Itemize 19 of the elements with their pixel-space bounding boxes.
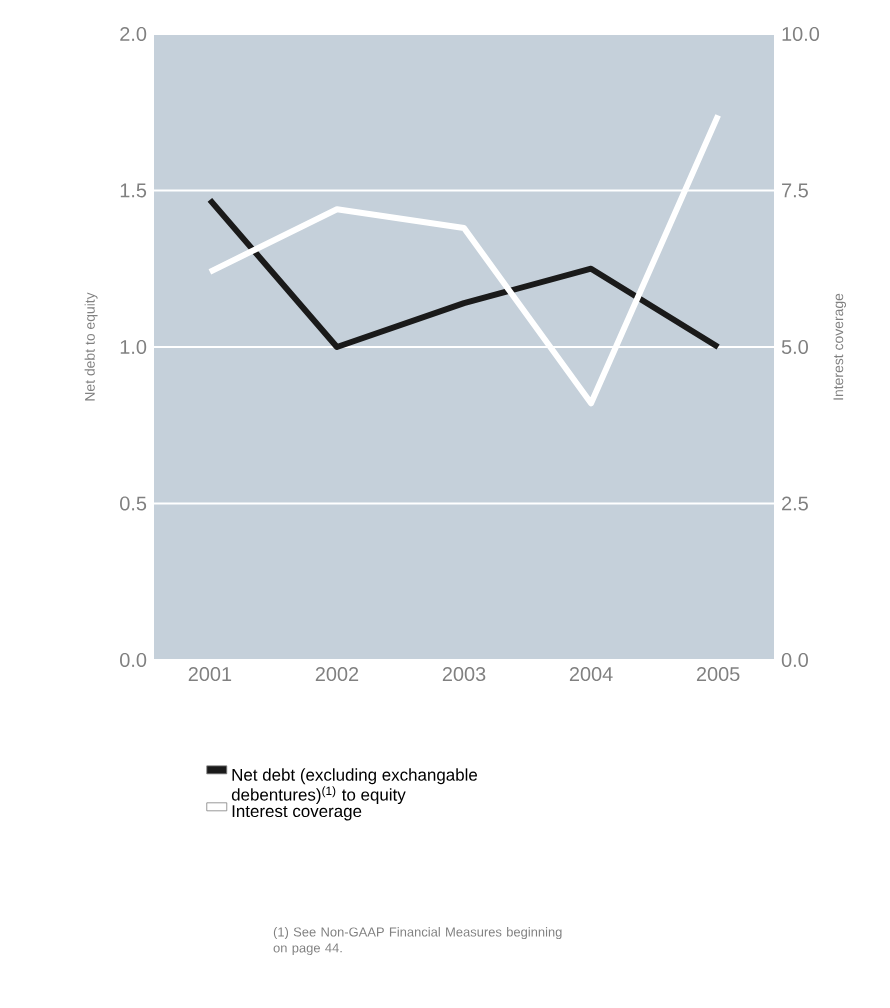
y-tick-label: 1.5	[120, 183, 147, 198]
y-tick-label: 0.5	[120, 496, 147, 511]
legend-label: Net debt (excluding exchangable debentures)$^{(1)}$ to equity	[231, 768, 478, 805]
y2-tick-label: 0.0	[781, 652, 808, 668]
x-tick-label: 2004	[569, 667, 613, 682]
y2-tick-label: 2.5	[782, 496, 808, 511]
line-series	[206, 112, 722, 407]
y-tick-label: 2.0	[120, 26, 147, 42]
y2-tick-label: 10.0	[782, 26, 820, 42]
y-tick-label: 1.0	[120, 339, 147, 355]
y-tick-label: 0.0	[120, 652, 147, 668]
x-tick-label: 2005	[696, 667, 740, 682]
x-tick-label: 2001	[188, 667, 232, 682]
legend-label: Interest coverage	[232, 805, 362, 821]
line-series	[206, 196, 722, 350]
x-tick-label: 2003	[442, 667, 486, 682]
y2-tick-label: 7.5	[782, 183, 808, 198]
y2-tick-label: 5.0	[781, 339, 808, 355]
x-tick-label: 2002	[315, 667, 359, 682]
